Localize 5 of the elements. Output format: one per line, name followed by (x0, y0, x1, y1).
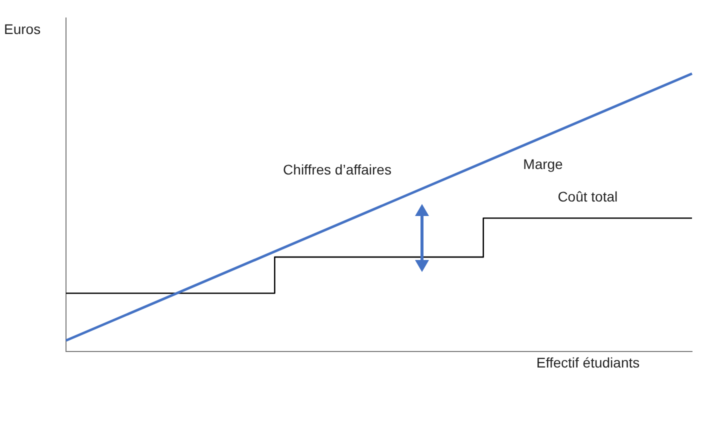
y-axis-title: Euros (4, 20, 41, 37)
annotation: Marge (523, 156, 564, 172)
series-label: Chiffres d’affaires (283, 161, 392, 178)
series-label: Coût total (558, 188, 618, 204)
x-axis-title: Effectif étudiants (536, 354, 640, 370)
